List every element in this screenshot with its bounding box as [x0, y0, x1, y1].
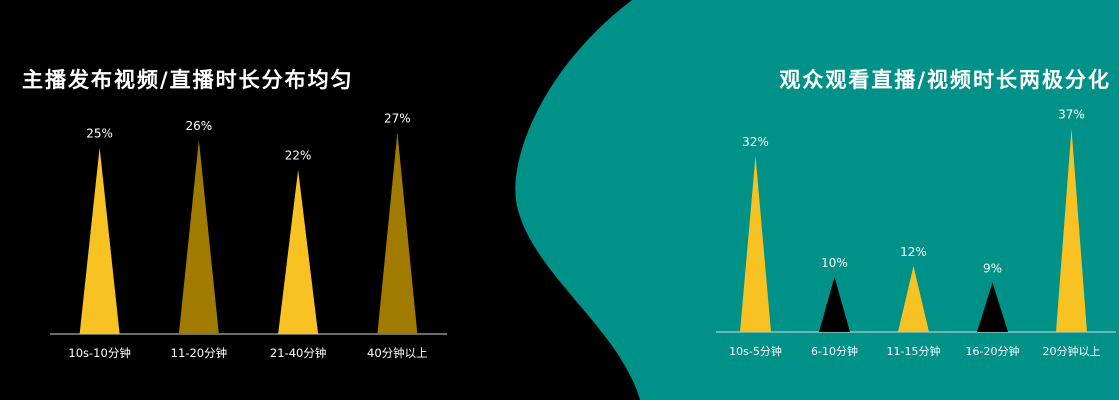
right-chart-title: 观众观看直播/视频时长两极分化	[779, 68, 1111, 92]
chart-bar	[278, 169, 319, 334]
x-tick-label: 6-10分钟	[811, 344, 858, 358]
chart-bar	[377, 132, 418, 334]
chart-bar	[79, 147, 120, 334]
x-tick-label: 11-20分钟	[171, 346, 227, 360]
x-tick-label: 40分钟以上	[367, 346, 428, 360]
value-label: 32%	[742, 135, 769, 149]
x-tick-label: 10s-10分钟	[68, 346, 130, 360]
chart-bar	[977, 282, 1008, 332]
value-label: 12%	[900, 245, 927, 259]
x-tick-label: 16-20分钟	[966, 344, 1020, 358]
chart-bar	[1056, 128, 1087, 332]
x-tick-label: 21-40分钟	[270, 346, 326, 360]
value-label: 25%	[86, 126, 113, 140]
chart-bar	[819, 277, 850, 332]
left-chart-title: 主播发布视频/直播时长分布均匀	[22, 68, 354, 92]
value-label: 37%	[1058, 108, 1085, 122]
value-label: 27%	[384, 111, 411, 125]
x-tick-label: 20分钟以上	[1043, 344, 1101, 358]
chart-bar	[178, 139, 219, 334]
value-label: 10%	[821, 256, 848, 270]
value-label: 26%	[186, 119, 213, 133]
x-tick-label: 10s-5分钟	[729, 344, 782, 358]
value-label: 22%	[285, 149, 312, 163]
value-label: 9%	[983, 262, 1002, 276]
chart-bar	[740, 156, 771, 332]
background-teal-wave	[515, 0, 1119, 400]
chart-bar	[898, 266, 929, 332]
x-tick-label: 11-15分钟	[887, 344, 941, 358]
